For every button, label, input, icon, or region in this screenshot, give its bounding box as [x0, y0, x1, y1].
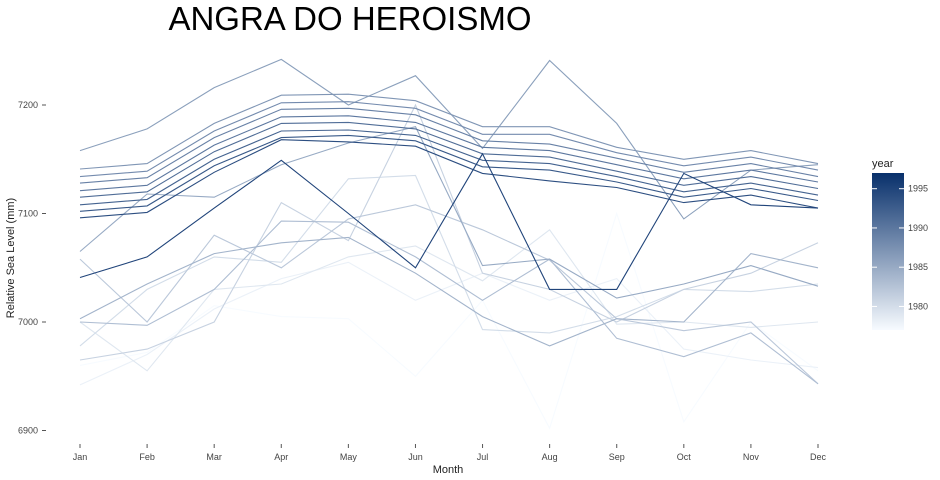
legend-tick-label: 1990 — [908, 223, 928, 233]
series-line-1993 — [79, 134, 819, 212]
series-line-1987 — [79, 93, 819, 170]
series-line-1986 — [79, 58, 819, 220]
legend-tick-label: 1985 — [908, 262, 928, 272]
series-line-1984 — [79, 236, 819, 347]
x-tick-label: Dec — [810, 452, 827, 462]
series-line-1992 — [79, 129, 819, 206]
x-tick-label: Nov — [743, 452, 760, 462]
x-tick-label: Apr — [274, 452, 288, 462]
legend: year 1980 1985 1990 1995 — [872, 158, 928, 330]
legend-tick-label: 1995 — [908, 184, 928, 194]
series-line-1994 — [79, 139, 819, 219]
x-tick-label: May — [340, 452, 358, 462]
series-line-1981 — [79, 103, 819, 361]
legend-tick-label: 1980 — [908, 301, 928, 311]
x-tick-label: Mar — [206, 452, 222, 462]
series-line-1985 — [79, 126, 819, 299]
y-tick-label: 7200 — [18, 100, 38, 110]
series-line-1979 — [79, 229, 819, 372]
series-line-1978 — [79, 261, 819, 386]
y-tick-label: 6900 — [18, 426, 38, 436]
series-line-1989 — [79, 107, 819, 184]
x-tick-label: Jun — [408, 452, 423, 462]
x-tick-label: Jan — [73, 452, 88, 462]
series-line-1995 — [79, 152, 819, 290]
y-tick-label: 7100 — [18, 209, 38, 219]
y-axis-label: Relative Sea Level (mm) — [5, 198, 17, 318]
series-line-1991 — [79, 121, 819, 198]
x-axis-label: Month — [433, 464, 464, 476]
x-axis: Jan Feb Mar Apr May Jun Jul Aug Sep Oct Nov Dec — [73, 444, 827, 462]
legend-title: year — [872, 158, 894, 170]
legend-colorbar — [872, 173, 904, 330]
y-axis: 6900 7000 7100 7200 — [18, 100, 46, 436]
chart-title: ANGRA DO HEROISMO — [168, 0, 531, 37]
series-lines — [79, 58, 819, 430]
y-tick-label: 7000 — [18, 317, 38, 327]
series-line-1988 — [79, 101, 819, 178]
x-tick-label: Sep — [609, 452, 625, 462]
x-tick-label: Jul — [477, 452, 489, 462]
series-line-1990 — [79, 115, 819, 192]
x-tick-label: Oct — [677, 452, 692, 462]
series-line-1983 — [79, 220, 819, 385]
series-line-1980 — [79, 174, 819, 347]
x-tick-label: Aug — [542, 452, 558, 462]
series-line-1982 — [79, 204, 819, 385]
x-tick-label: Feb — [139, 452, 155, 462]
series-line-1977 — [79, 211, 819, 430]
